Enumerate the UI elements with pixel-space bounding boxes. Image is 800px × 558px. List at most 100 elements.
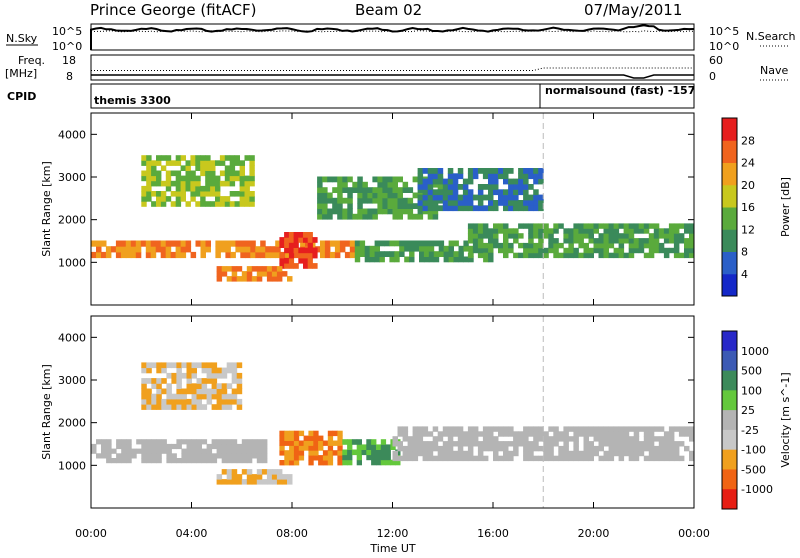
heatmap-cell <box>668 247 675 254</box>
heatmap-cell <box>633 242 640 249</box>
heatmap-cell <box>397 192 403 199</box>
heatmap-cell <box>303 445 309 451</box>
heatmap-cell <box>623 228 630 234</box>
heatmap-cell <box>239 160 245 166</box>
heatmap-cell <box>219 201 226 207</box>
heatmap-cell <box>271 479 278 485</box>
x-tick-labels: 00:00 04:00 08:00 12:00 16:00 20:00 00:00 <box>75 527 710 540</box>
heatmap-cell <box>493 238 499 244</box>
heatmap-cell <box>249 165 255 171</box>
heatmap-cell <box>166 372 172 379</box>
heatmap-cell <box>206 362 213 369</box>
heatmap-cell <box>603 450 609 457</box>
heatmap-cell <box>482 441 489 447</box>
heatmap-cell <box>151 458 157 464</box>
heatmap-cell <box>628 441 635 447</box>
heatmap-cell <box>543 455 549 462</box>
heatmap-cell <box>186 372 192 379</box>
heatmap-cell <box>493 233 499 239</box>
heatmap-cell <box>593 223 599 229</box>
heatmap-cell <box>648 252 655 259</box>
heatmap-cell <box>608 228 615 234</box>
heatmap-cell <box>221 458 228 464</box>
heatmap-cell <box>191 383 197 389</box>
heatmap-cell <box>477 441 484 447</box>
heatmap-cell <box>195 155 201 161</box>
heatmap-cell <box>523 242 529 249</box>
heatmap-cell <box>533 189 539 196</box>
heatmap-cell <box>558 455 564 462</box>
heatmap-cell <box>427 205 434 212</box>
heatmap-cell <box>255 246 261 253</box>
heatmap-cell <box>638 450 645 457</box>
heatmap-cell <box>689 436 695 442</box>
heatmap-cell <box>256 469 263 475</box>
heatmap-cell <box>593 242 599 249</box>
heatmap-cell <box>312 247 318 254</box>
heatmap-cell <box>518 189 524 196</box>
heatmap-cell <box>176 388 182 395</box>
heatmap-cell <box>221 372 228 379</box>
heatmap-cell <box>558 223 564 229</box>
heatmap-cell <box>186 404 192 410</box>
heatmap-cell <box>374 256 380 263</box>
heatmap-cell <box>175 160 182 166</box>
heatmap-cell <box>467 178 474 185</box>
heatmap-cell <box>244 180 250 187</box>
heatmap-cell <box>533 168 539 174</box>
heatmap-cell <box>165 170 172 177</box>
beam-title: Beam 02 <box>355 1 422 19</box>
heatmap-cell <box>151 170 157 177</box>
heatmap-cell <box>488 252 494 259</box>
heatmap-cell <box>467 441 474 447</box>
colorbar-swatch <box>722 410 737 431</box>
heatmap-cell <box>583 426 589 432</box>
heatmap-cell <box>279 252 285 259</box>
date-title: 07/May/2011 <box>584 1 682 19</box>
heatmap-cell <box>648 450 655 457</box>
colorbar-tick-label: 4 <box>741 268 748 281</box>
heatmap-cell <box>186 388 192 395</box>
heatmap-cell <box>191 393 197 400</box>
heatmap-cell <box>427 213 434 220</box>
heatmap-cell <box>293 237 299 243</box>
heatmap-cell <box>156 439 162 445</box>
heatmap-cell <box>638 445 645 452</box>
heatmap-cell <box>352 213 358 220</box>
heatmap-cell <box>151 453 157 459</box>
heatmap-cell <box>377 176 383 183</box>
heatmap-cell <box>673 252 680 259</box>
heatmap-cell <box>417 168 424 174</box>
heatmap-cell <box>583 436 589 442</box>
heatmap-cell <box>407 441 414 447</box>
heatmap-cell <box>231 388 238 395</box>
heatmap-cell <box>523 441 529 447</box>
heatmap-cell <box>141 448 147 454</box>
heatmap-cell <box>528 194 534 201</box>
heatmap-cell <box>196 443 202 450</box>
heatmap-cell <box>284 455 290 461</box>
heatmap-cell <box>397 203 403 209</box>
heatmap-cell <box>437 450 444 457</box>
heatmap-cell <box>101 251 107 259</box>
heatmap-cell <box>638 228 645 234</box>
heatmap-cell <box>284 460 290 466</box>
heatmap-cell <box>190 185 196 192</box>
heatmap-cell <box>170 240 177 247</box>
x-tick-label: 00:00 <box>678 527 710 540</box>
heatmap-cell <box>603 431 609 437</box>
heatmap-cell <box>613 445 620 452</box>
heatmap-cell <box>251 443 258 450</box>
heatmap-cell <box>447 426 454 432</box>
heatmap-cell <box>518 200 524 206</box>
heatmap-cell <box>347 439 353 445</box>
heatmap-cell <box>428 245 435 252</box>
heatmap-cell <box>523 431 529 437</box>
heatmap-cell <box>658 426 665 432</box>
heatmap-cell <box>628 242 635 249</box>
heatmap-cell <box>563 252 569 259</box>
heatmap-cell <box>226 367 233 374</box>
nsky-bot-tick: 10^0 <box>52 40 82 53</box>
heatmap-cell <box>303 232 309 238</box>
heatmap-cell <box>165 180 172 187</box>
